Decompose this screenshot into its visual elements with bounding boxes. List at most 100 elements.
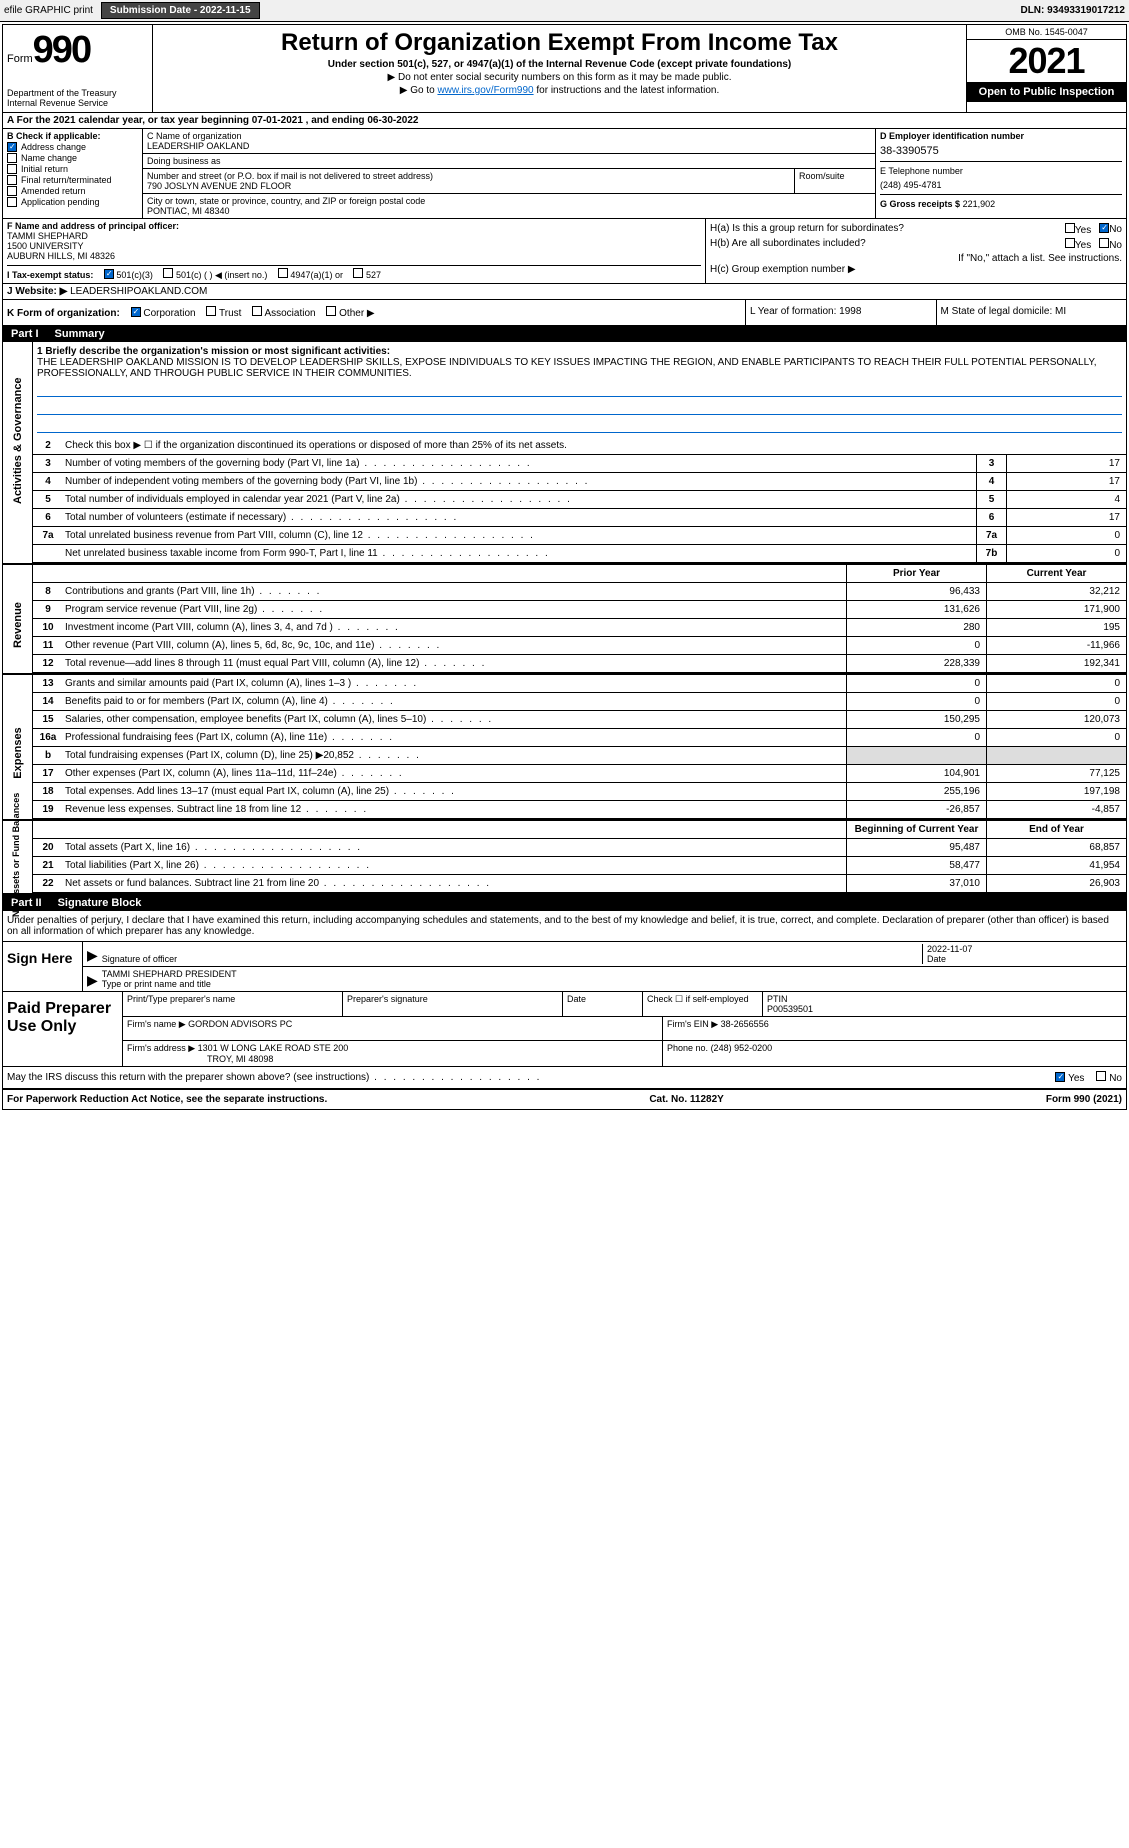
hb-yes: Yes: [1075, 240, 1091, 251]
exp-line-17: 17Other expenses (Part IX, column (A), l…: [33, 765, 1126, 783]
chk-discuss-no[interactable]: [1096, 1071, 1106, 1081]
opt-527: 527: [366, 270, 381, 280]
d-gross: 221,902: [963, 199, 996, 209]
rev-line-10: 10Investment income (Part VIII, column (…: [33, 619, 1126, 637]
lbl-final-return: Final return/terminated: [21, 175, 112, 185]
hb-no: No: [1109, 240, 1122, 251]
hdr-end: End of Year: [986, 821, 1126, 838]
exp-line-16a: 16aProfessional fundraising fees (Part I…: [33, 729, 1126, 747]
box-c: C Name of organization LEADERSHIP OAKLAN…: [143, 129, 876, 218]
chk-corp[interactable]: [131, 307, 141, 317]
chk-name-change[interactable]: [7, 153, 17, 163]
lbl-amended: Amended return: [21, 186, 86, 196]
j-label: J Website: ▶: [7, 286, 67, 297]
rev-line-8: 8Contributions and grants (Part VIII, li…: [33, 583, 1126, 601]
chk-initial-return[interactable]: [7, 164, 17, 174]
chk-hb-yes[interactable]: [1065, 238, 1075, 248]
exp-line-18: 18Total expenses. Add lines 13–17 (must …: [33, 783, 1126, 801]
rev-line-11: 11Other revenue (Part VIII, column (A), …: [33, 637, 1126, 655]
chk-application-pending[interactable]: [7, 197, 17, 207]
chk-501c[interactable]: [163, 268, 173, 278]
opt-assoc: Association: [264, 308, 315, 319]
efile-label: efile GRAPHIC print: [4, 5, 93, 16]
opt-corp: Corporation: [143, 308, 195, 319]
exp-line-13: 13Grants and similar amounts paid (Part …: [33, 675, 1126, 693]
prep-h3: Date: [563, 992, 643, 1016]
discuss-row: May the IRS discuss this return with the…: [3, 1067, 1126, 1089]
lbl-application-pending: Application pending: [21, 197, 100, 207]
footer-right: Form 990 (2021): [1046, 1094, 1122, 1105]
i-label: I Tax-exempt status:: [7, 270, 93, 280]
exp-line-b: bTotal fundraising expenses (Part IX, co…: [33, 747, 1126, 765]
side-governance: Activities & Governance: [3, 342, 33, 563]
form-subtitle: Under section 501(c), 527, or 4947(a)(1)…: [157, 59, 962, 70]
hdr-begin: Beginning of Current Year: [846, 821, 986, 838]
prep-h2: Preparer's signature: [343, 992, 563, 1016]
side-netassets: Net Assets or Fund Balances: [3, 821, 33, 893]
chk-ha-yes[interactable]: [1065, 223, 1075, 233]
box-f: F Name and address of principal officer:…: [3, 219, 706, 283]
exp-line-15: 15Salaries, other compensation, employee…: [33, 711, 1126, 729]
header-left: Form 990 Department of the Treasury Inte…: [3, 25, 153, 112]
irs-link[interactable]: www.irs.gov/Form990: [437, 85, 533, 96]
rev-line-9: 9Program service revenue (Part VIII, lin…: [33, 601, 1126, 619]
opt-501c: 501(c) ( ) ◀ (insert no.): [176, 270, 267, 280]
prep-firm: GORDON ADVISORS PC: [188, 1019, 292, 1029]
lbl-name-change: Name change: [21, 153, 77, 163]
c-city-label: City or town, state or province, country…: [147, 196, 871, 206]
net-line-22: 22Net assets or fund balances. Subtract …: [33, 875, 1126, 893]
chk-ha-no[interactable]: [1099, 223, 1109, 233]
dept-treasury: Department of the Treasury: [7, 88, 148, 98]
chk-other[interactable]: [326, 306, 336, 316]
box-b: B Check if applicable: Address change Na…: [3, 129, 143, 218]
submission-date-btn[interactable]: Submission Date - 2022-11-15: [101, 2, 260, 19]
chk-amended[interactable]: [7, 186, 17, 196]
chk-final-return[interactable]: [7, 175, 17, 185]
prep-ptin: P00539501: [767, 1004, 813, 1014]
side-gov-text: Activities & Governance: [12, 414, 24, 504]
preparer-section: Paid Preparer Use Only Print/Type prepar…: [3, 992, 1126, 1067]
chk-527[interactable]: [353, 268, 363, 278]
gov-line-4: 4Number of independent voting members of…: [33, 473, 1126, 491]
tax-year: 2021: [967, 40, 1126, 82]
c-name-label: C Name of organization: [147, 131, 871, 141]
part1-header: Part I Summary: [3, 326, 1126, 342]
net-line-20: 20Total assets (Part X, line 16)95,48768…: [33, 839, 1126, 857]
chk-assoc[interactable]: [252, 306, 262, 316]
f-name: TAMMI SHEPHARD: [7, 231, 701, 241]
sig-arrow-2: ▶: [87, 972, 98, 989]
form-header: Form 990 Department of the Treasury Inte…: [3, 25, 1126, 113]
side-net-text: Net Assets or Fund Balances: [11, 807, 21, 917]
d-phone-label: E Telephone number: [880, 166, 1122, 176]
sig-date-label: Date: [927, 954, 946, 964]
gov-line-7b: Net unrelated business taxable income fr…: [33, 545, 1126, 563]
prep-h1: Print/Type preparer's name: [123, 992, 343, 1016]
part1-revenue: Revenue Prior YearCurrent Year 8Contribu…: [3, 565, 1126, 675]
header-center: Return of Organization Exempt From Incom…: [153, 25, 966, 112]
chk-discuss-yes[interactable]: [1055, 1072, 1065, 1082]
c-dba-label: Doing business as: [147, 156, 871, 166]
preparer-label: Paid Preparer Use Only: [3, 992, 123, 1066]
chk-4947[interactable]: [278, 268, 288, 278]
chk-address-change[interactable]: [7, 142, 17, 152]
section-fh: F Name and address of principal officer:…: [3, 219, 1126, 284]
prep-firm-label: Firm's name ▶: [127, 1019, 186, 1029]
sig-arrow-1: ▶: [87, 947, 98, 964]
chk-501c3[interactable]: [104, 269, 114, 279]
chk-trust[interactable]: [206, 306, 216, 316]
form-990-number: 990: [33, 29, 90, 72]
sig-date-area: 2022-11-07Date: [922, 944, 1122, 964]
box-l: L Year of formation: 1998: [746, 300, 937, 325]
box-h: H(a) Is this a group return for subordin…: [706, 219, 1126, 283]
sig-name: TAMMI SHEPHARD PRESIDENT: [102, 969, 237, 979]
form-word: Form: [7, 53, 33, 65]
page-footer: For Paperwork Reduction Act Notice, see …: [3, 1089, 1126, 1109]
sign-here-label: Sign Here: [3, 942, 83, 991]
c-addr: 790 JOSLYN AVENUE 2ND FLOOR: [147, 181, 790, 191]
d-phone: (248) 495-4781: [880, 180, 1122, 190]
hb2-label: If "No," attach a list. See instructions…: [710, 253, 1122, 264]
discuss-no: No: [1109, 1073, 1122, 1084]
net-line-21: 21Total liabilities (Part X, line 26)58,…: [33, 857, 1126, 875]
chk-hb-no[interactable]: [1099, 238, 1109, 248]
prep-addr2: TROY, MI 48098: [207, 1054, 273, 1064]
